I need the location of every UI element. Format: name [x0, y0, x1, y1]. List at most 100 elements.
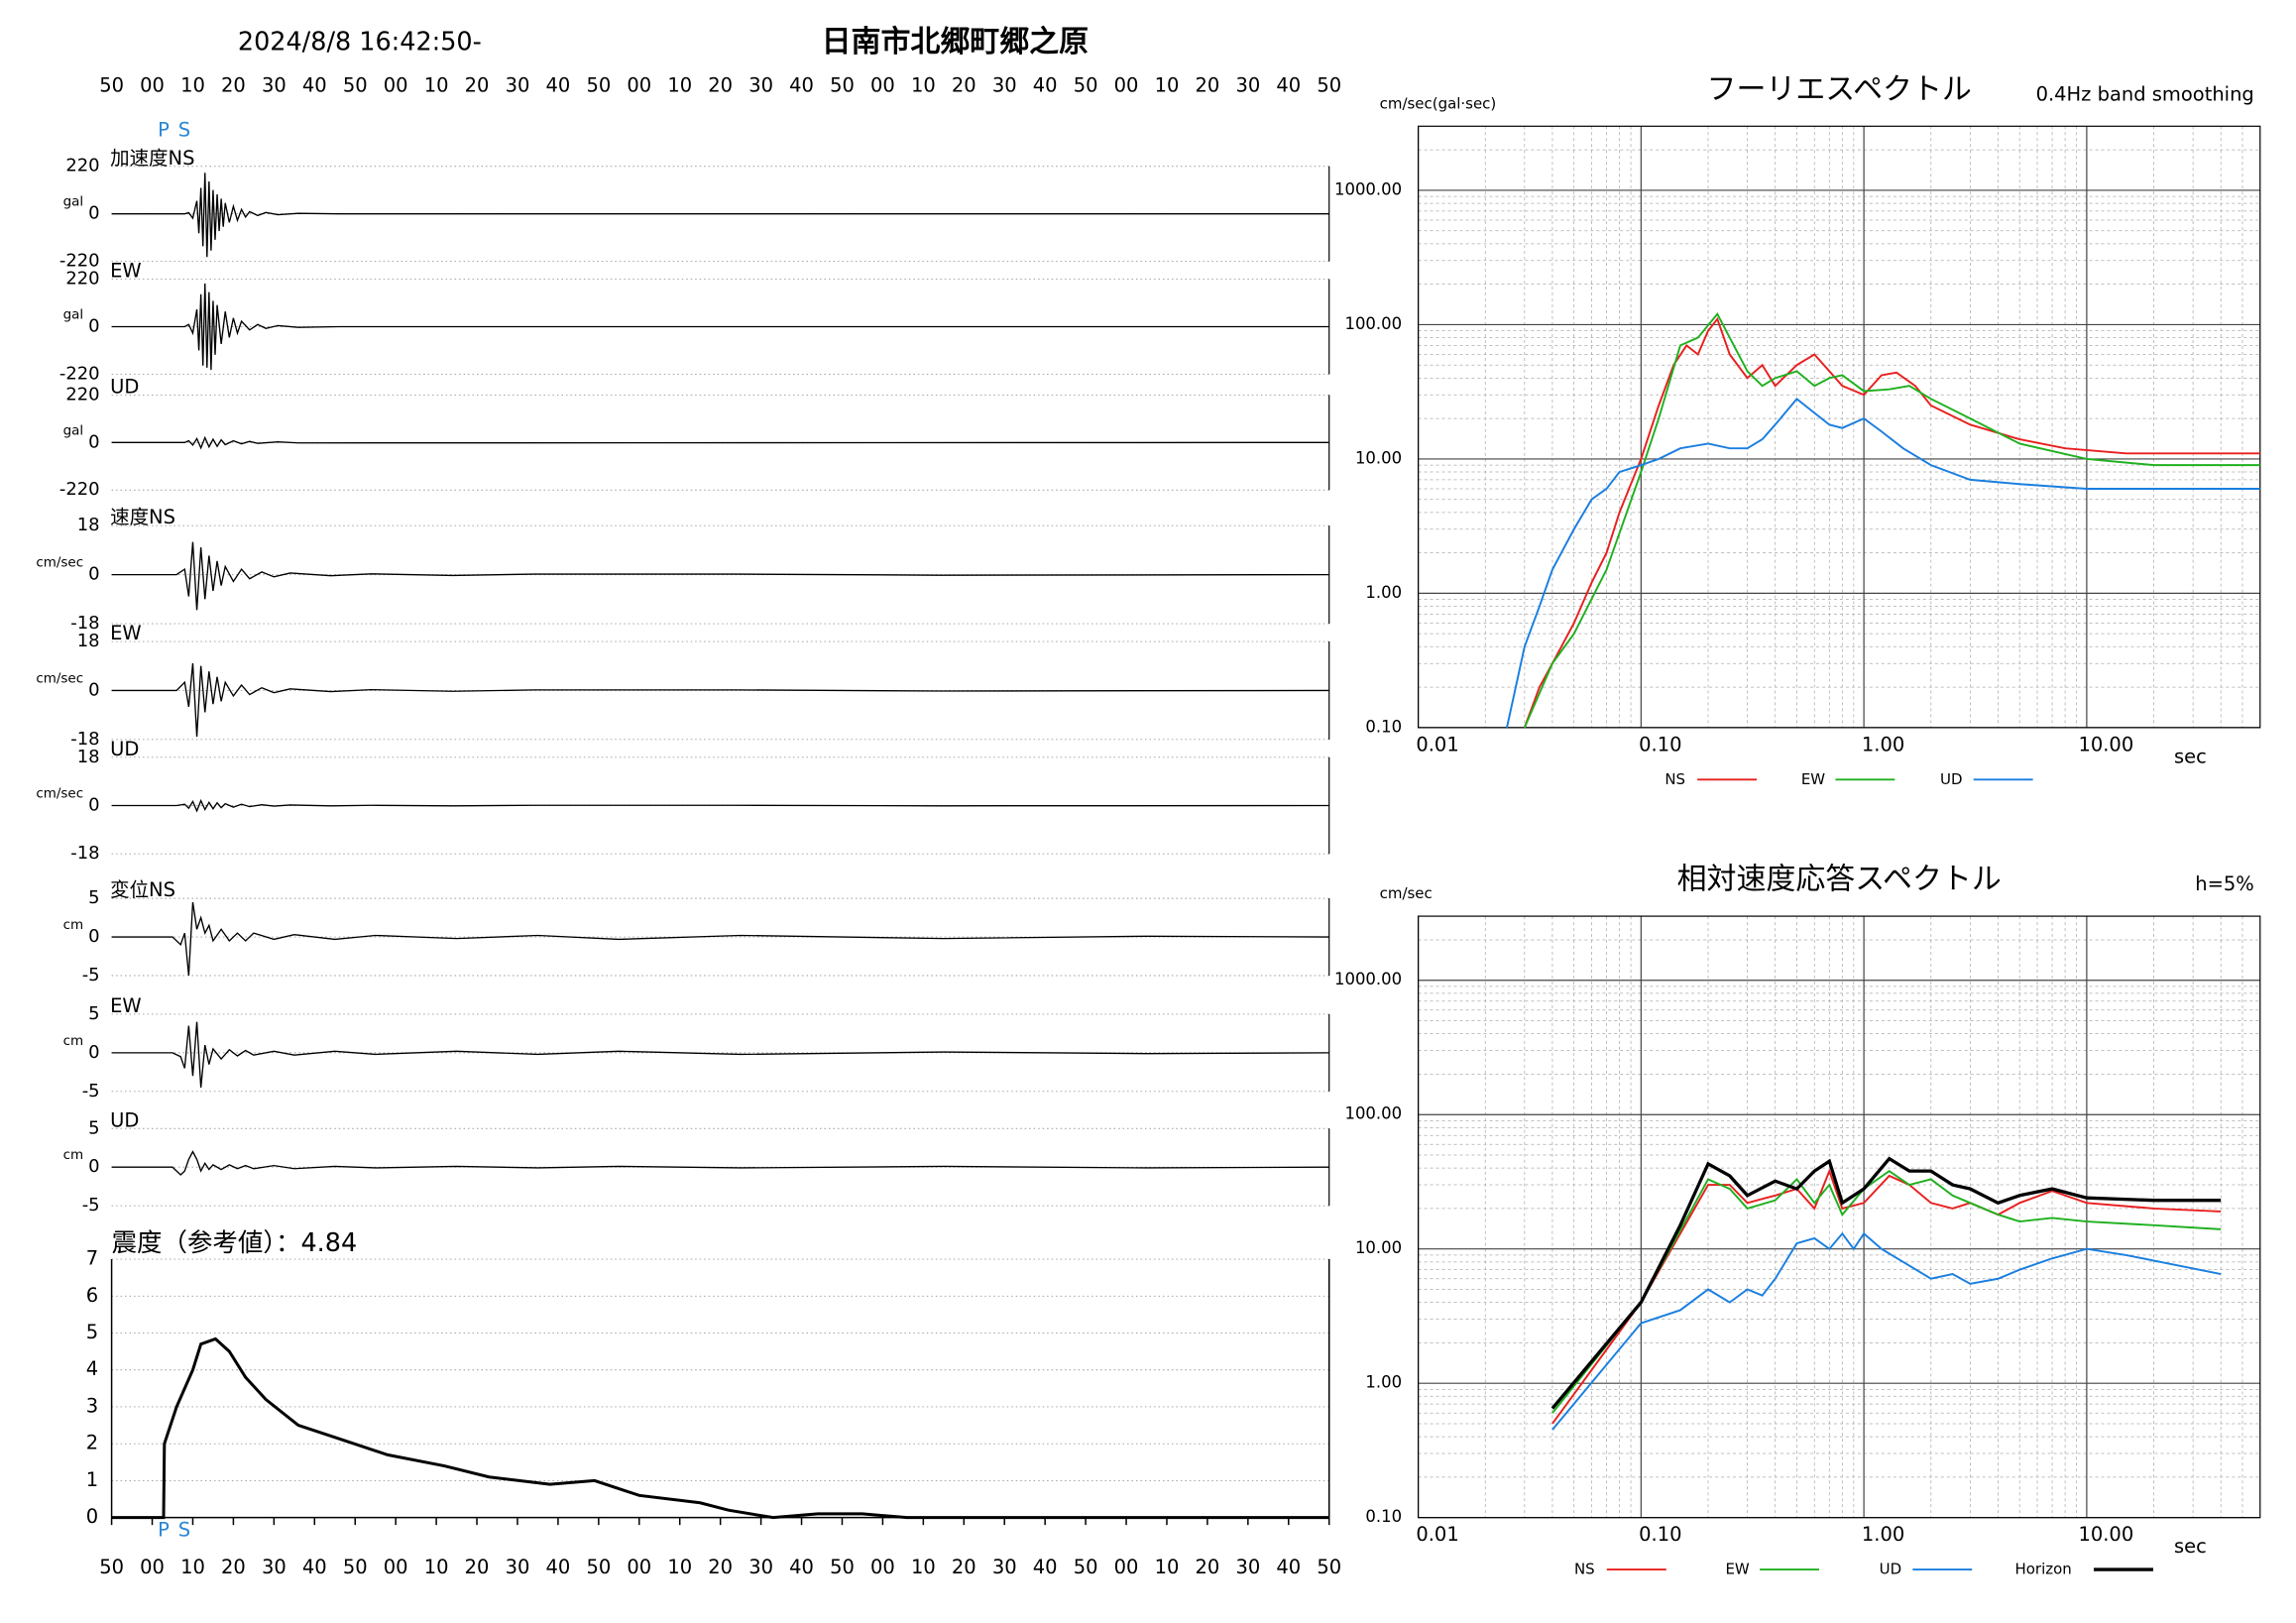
time-tick-label: 00 — [384, 1556, 408, 1578]
spectrum-subtitle: 0.4Hz band smoothing — [2036, 82, 2254, 105]
x-tick-label: 0.01 — [1416, 1523, 1458, 1546]
time-tick-label: 00 — [627, 73, 651, 96]
time-tick-label: 10 — [424, 73, 449, 96]
phase-marker: P — [158, 118, 170, 141]
time-tick-label: 20 — [465, 73, 490, 96]
time-tick-label: 10 — [180, 1556, 205, 1578]
unit-label: cm — [63, 917, 84, 933]
y-tick-label: 5 — [88, 1003, 99, 1024]
waveform-trace — [111, 541, 1329, 611]
y-tick-label: 0 — [88, 1042, 99, 1063]
time-tick-label: 20 — [1196, 73, 1220, 96]
y-tick-label: -220 — [59, 479, 100, 500]
phase-marker: S — [178, 118, 190, 141]
time-tick-label: 50 — [1317, 73, 1341, 96]
x-tick-label: 0.10 — [1639, 1523, 1681, 1546]
panel-label: 加速度NS — [110, 147, 194, 170]
y-tick-label: 0 — [86, 1505, 98, 1528]
time-tick-label: 30 — [262, 1556, 287, 1578]
waveform-trace — [111, 435, 1329, 450]
time-tick-label: 30 — [506, 73, 530, 96]
y-tick-label: 0 — [88, 203, 99, 224]
time-tick-label: 00 — [384, 73, 408, 96]
panel-label: 変位NS — [110, 878, 175, 901]
time-tick-label: 00 — [870, 1556, 895, 1578]
time-tick-label: 00 — [870, 73, 895, 96]
time-tick-label: 30 — [506, 1556, 530, 1578]
time-tick-label: 10 — [667, 1556, 692, 1578]
intensity-title: 震度（参考値）：4.84 — [112, 1228, 358, 1258]
spectrum-line — [1551, 1168, 2222, 1425]
time-tick-label: 30 — [1235, 73, 1260, 96]
y-tick-label: 10.00 — [1355, 448, 1402, 467]
y-tick-label: 0 — [88, 679, 99, 700]
legend-label: EW — [1725, 1561, 1749, 1578]
y-unit: cm/sec(gal·sec) — [1380, 94, 1497, 112]
y-tick-label: 1000.00 — [1334, 179, 1402, 198]
plot-frame — [1417, 125, 2261, 729]
y-tick-label: 10.00 — [1355, 1238, 1402, 1257]
time-tick-label: 00 — [140, 73, 165, 96]
unit-label: cm/sec — [36, 786, 83, 802]
time-tick-label: 40 — [546, 1556, 571, 1578]
waveform-trace — [111, 1150, 1329, 1176]
waveform-trace — [111, 662, 1329, 738]
time-tick-label: 30 — [1235, 1556, 1260, 1578]
y-tick-label: -5 — [82, 1081, 100, 1101]
y-tick-label: -18 — [70, 613, 99, 634]
spectrum-line — [1523, 311, 2260, 729]
y-tick-label: 5 — [88, 887, 99, 908]
y-unit: cm/sec — [1380, 884, 1433, 902]
phase-marker: P — [158, 1519, 170, 1542]
y-tick-label: 220 — [65, 384, 99, 405]
panel-label: EW — [110, 260, 142, 283]
unit-label: gal — [63, 307, 84, 323]
time-tick-label: 10 — [180, 73, 205, 96]
y-tick-label: 0 — [88, 431, 99, 452]
time-tick-label: 30 — [262, 73, 287, 96]
time-tick-label: 50 — [99, 73, 124, 96]
panel-label: 速度NS — [110, 506, 175, 528]
y-tick-label: 4 — [86, 1357, 98, 1380]
y-tick-label: 5 — [86, 1321, 98, 1343]
y-tick-label: 18 — [77, 747, 100, 767]
y-tick-label: 2 — [86, 1432, 98, 1454]
y-tick-label: 18 — [77, 515, 100, 535]
y-tick-label: 0 — [88, 1156, 99, 1177]
intensity-line — [111, 1336, 1329, 1520]
panel-label: UD — [110, 1108, 139, 1131]
time-tick-label: 20 — [221, 73, 246, 96]
y-tick-label: 1000.00 — [1334, 970, 1402, 988]
y-tick-label: 3 — [86, 1394, 98, 1417]
y-tick-label: 0 — [88, 926, 99, 947]
time-tick-label: 50 — [830, 73, 855, 96]
y-tick-label: 100.00 — [1344, 314, 1402, 333]
y-tick-label: 220 — [65, 269, 99, 290]
x-tick-label: 0.01 — [1416, 733, 1458, 755]
time-tick-label: 20 — [708, 73, 733, 96]
time-tick-label: 00 — [1114, 73, 1139, 96]
time-tick-label: 10 — [911, 1556, 936, 1578]
y-tick-label: 5 — [88, 1117, 99, 1138]
time-tick-label: 40 — [789, 1556, 814, 1578]
spectrum-line — [1506, 397, 2260, 729]
y-tick-label: -18 — [70, 729, 99, 750]
panel-label: EW — [110, 622, 142, 644]
y-tick-label: 1.00 — [1365, 1373, 1402, 1392]
waveform-trace — [111, 283, 1329, 371]
time-tick-label: 10 — [911, 73, 936, 96]
unit-label: cm — [63, 1147, 84, 1163]
y-tick-label: 100.00 — [1344, 1104, 1402, 1123]
time-tick-label: 50 — [586, 1556, 611, 1578]
time-tick-label: 30 — [748, 1556, 773, 1578]
y-tick-label: 0 — [88, 795, 99, 816]
y-tick-label: 0.10 — [1365, 717, 1402, 736]
time-tick-label: 10 — [667, 73, 692, 96]
y-tick-label: 0 — [88, 315, 99, 336]
x-tick-label: 0.10 — [1639, 733, 1681, 755]
spectrum-title: フーリエスペクトル — [1707, 72, 1972, 107]
time-tick-label: 10 — [1155, 1556, 1180, 1578]
legend-label: UD — [1940, 770, 1962, 788]
x-tick-label: 1.00 — [1862, 733, 1904, 755]
